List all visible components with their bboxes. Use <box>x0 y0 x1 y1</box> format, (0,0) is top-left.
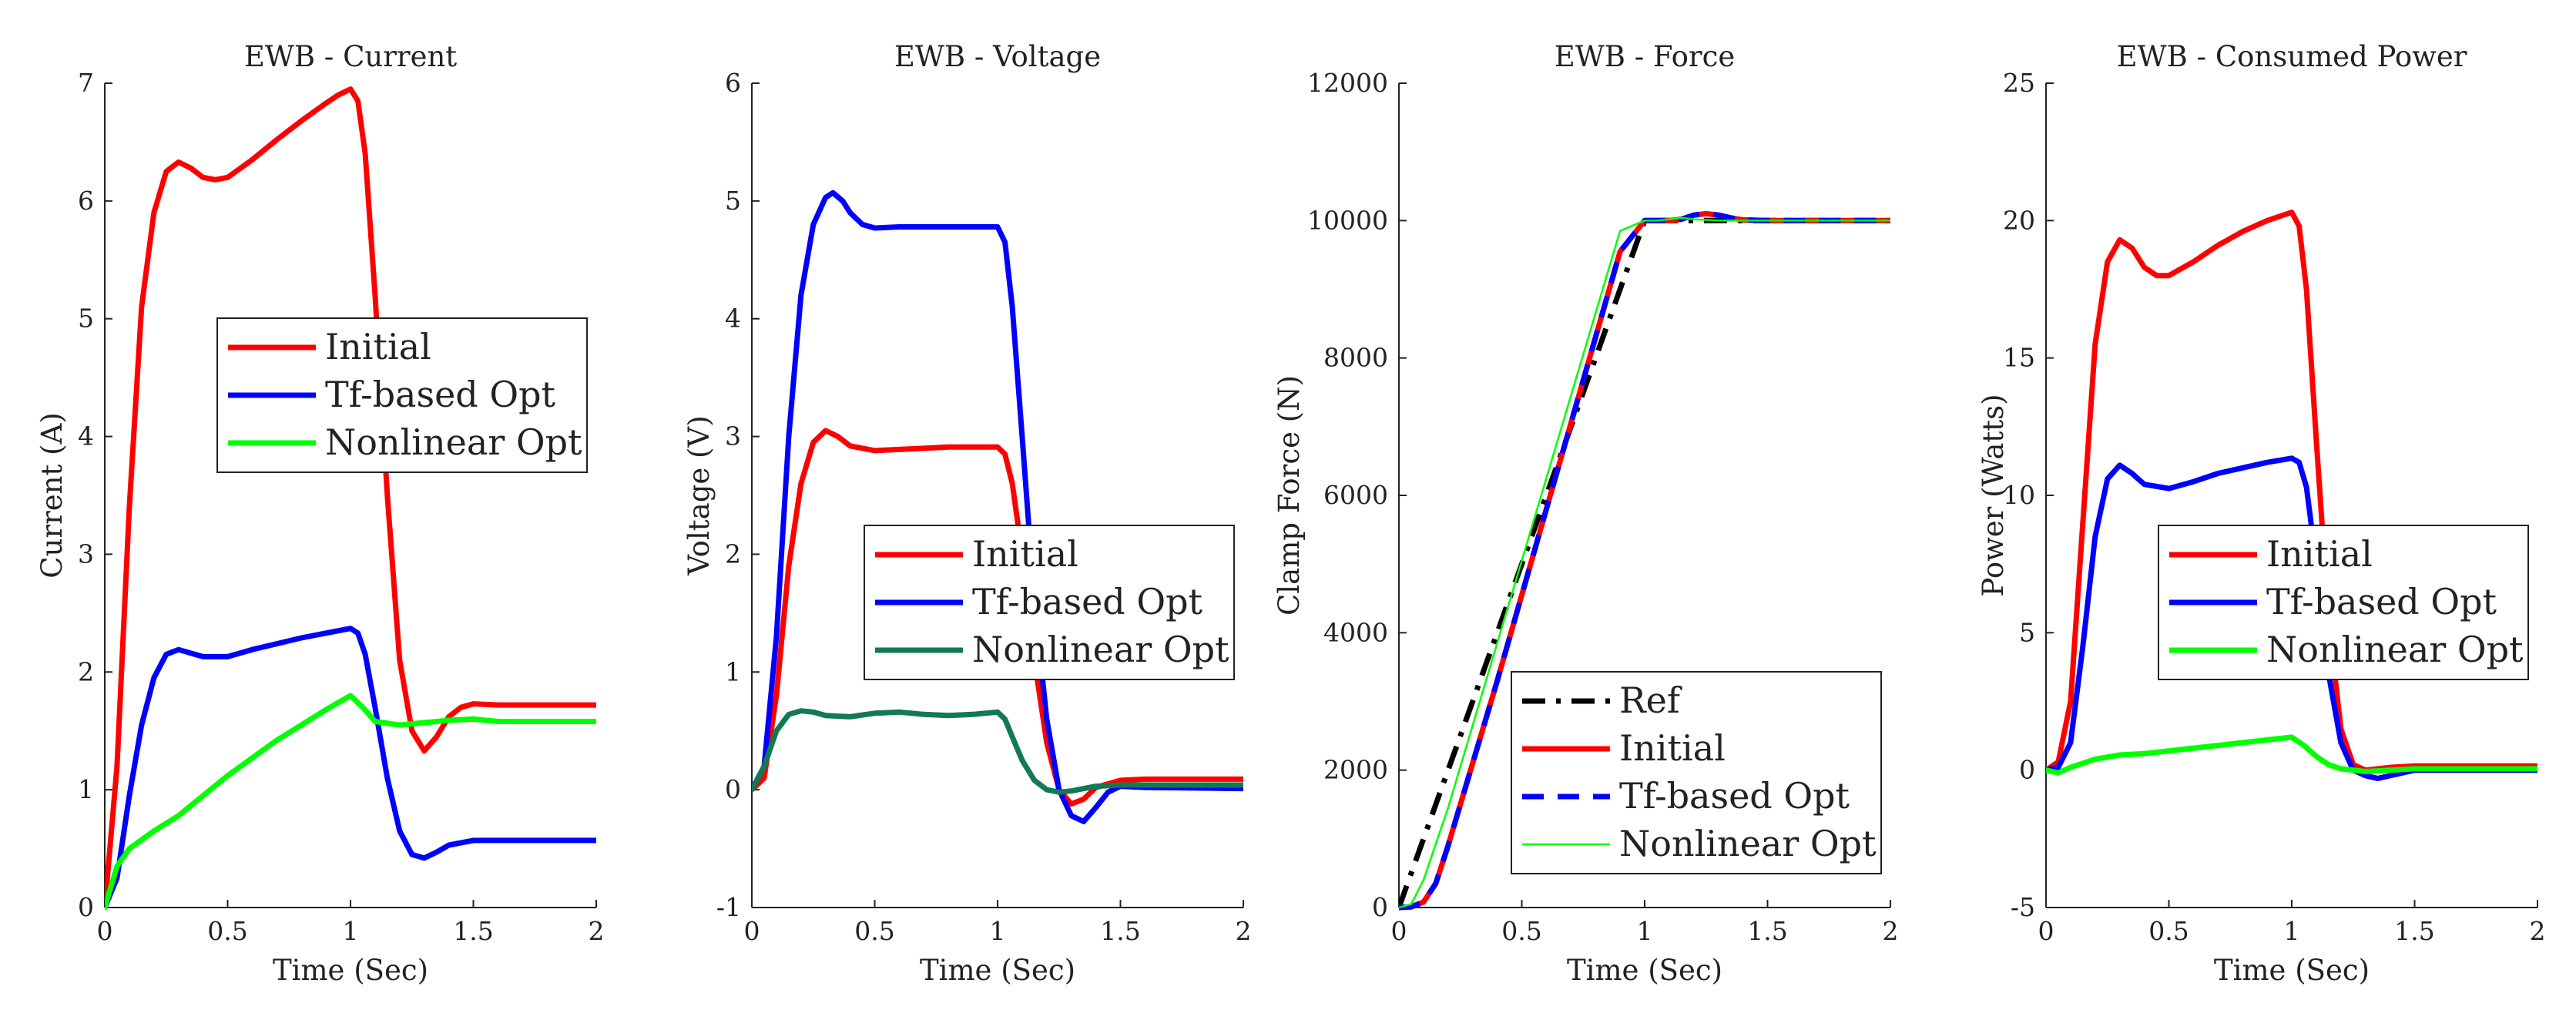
series-line-nonlinear-opt <box>752 708 1243 795</box>
x-tick-label: 1 <box>2284 916 2300 946</box>
series-line-tf-based-opt <box>105 626 596 911</box>
y-axis-label: Clamp Force (N) <box>1273 375 1306 616</box>
x-tick-label: 1 <box>343 916 359 946</box>
y-tick-label: 25 <box>2003 68 2035 98</box>
legend-label: Nonlinear Opt <box>2266 629 2524 670</box>
y-tick-label: 5 <box>725 186 741 216</box>
y-axis-label: Voltage (V) <box>683 415 716 575</box>
x-axis-label: Time (Sec) <box>1567 954 1722 987</box>
y-tick-label: 5 <box>2019 617 2035 647</box>
legend-label: Tf-based Opt <box>972 581 1203 622</box>
series-line-nonlinear-opt <box>1399 216 1890 909</box>
y-tick-label: 0 <box>725 774 741 804</box>
y-tick-label: 4 <box>725 304 741 334</box>
series-line-initial <box>105 86 596 911</box>
series-line-initial <box>2046 210 2537 773</box>
x-tick-label: 1.5 <box>2394 916 2434 946</box>
legend-label: Initial <box>325 326 431 367</box>
chart-panel-3: 0 0.5 1 1.5 2 0 2000 4000 6000 8000 10000 12000 EWB … <box>1273 40 1899 987</box>
legend-label: Nonlinear Opt <box>1619 823 1877 864</box>
series-line-tf-based-opt <box>752 190 1243 824</box>
y-tick-label: 7 <box>78 68 94 98</box>
legend: Ref Initial Tf-based Opt Nonlinear Opt <box>1511 671 1882 874</box>
chart-panel-1: 0 0.5 1 1.5 2 0 1 2 3 4 5 6 7 EWB - Current Time (Sec)… <box>35 40 605 987</box>
y-tick-label: -5 <box>2011 892 2035 922</box>
y-tick-label: 6 <box>78 186 94 216</box>
y-tick-label: 10 <box>2003 480 2035 510</box>
series-line-initial <box>752 428 1243 807</box>
y-tick-label: 2 <box>725 539 741 569</box>
x-tick-label: 1.5 <box>453 916 493 946</box>
y-tick-label: 4000 <box>1323 617 1388 647</box>
legend-label: Nonlinear Opt <box>325 421 582 463</box>
y-tick-label: 8000 <box>1323 343 1388 373</box>
y-tick-label: 4 <box>78 421 94 451</box>
x-tick-label: 0.5 <box>854 916 894 946</box>
y-tick-label: 15 <box>2003 343 2035 373</box>
x-tick-label: 0 <box>97 916 113 946</box>
x-tick-label: 0.5 <box>1501 916 1541 946</box>
legend-label: Initial <box>1619 727 1726 769</box>
series-line-nonlinear-opt <box>2046 734 2537 776</box>
x-tick-label: 2 <box>1236 916 1252 946</box>
x-axis-label: Time (Sec) <box>2214 954 2370 987</box>
legend: Initial Tf-based Opt Nonlinear Opt <box>216 317 588 473</box>
x-tick-label: 1 <box>990 916 1006 946</box>
y-tick-label: 1 <box>725 656 741 686</box>
y-tick-label: 6 <box>725 68 741 98</box>
series-line-nonlinear-opt <box>105 693 596 911</box>
y-tick-label: 5 <box>78 304 94 334</box>
legend-label: Nonlinear Opt <box>972 629 1229 670</box>
chart-title: EWB - Force <box>1555 40 1735 73</box>
y-tick-label: 0 <box>2019 755 2035 785</box>
y-tick-label: 20 <box>2003 205 2035 235</box>
legend: Initial Tf-based Opt Nonlinear Opt <box>2158 525 2529 680</box>
series-line-tf-based-opt <box>1399 210 1890 911</box>
x-tick-label: 2 <box>2530 916 2546 946</box>
legend: Initial Tf-based Opt Nonlinear Opt <box>864 525 1235 680</box>
y-tick-label: 2 <box>78 656 94 686</box>
y-axis-label: Power (Watts) <box>1977 394 2010 596</box>
y-tick-label: 2000 <box>1323 755 1388 785</box>
y-tick-label: 0 <box>78 892 94 922</box>
y-tick-label: 12000 <box>1307 68 1388 98</box>
x-tick-label: 1 <box>1637 916 1653 946</box>
x-tick-label: 0 <box>2038 916 2054 946</box>
x-tick-label: 1.5 <box>1747 916 1787 946</box>
legend-label: Ref <box>1619 679 1682 721</box>
y-tick-label: 10000 <box>1307 205 1388 235</box>
legend-label: Tf-based Opt <box>2266 581 2497 622</box>
x-tick-label: 0 <box>1391 916 1407 946</box>
legend-label: Tf-based Opt <box>325 374 556 415</box>
x-tick-label: 0.5 <box>2148 916 2189 946</box>
chart-title: EWB - Consumed Power <box>2117 40 2467 73</box>
chart-title: EWB - Voltage <box>894 40 1101 73</box>
y-tick-label: 1 <box>78 774 94 804</box>
series-line-tf-based-opt <box>2046 455 2537 781</box>
x-tick-label: 1.5 <box>1100 916 1140 946</box>
chart-title: EWB - Current <box>244 40 457 73</box>
legend-label: Tf-based Opt <box>1619 775 1850 817</box>
x-tick-label: 0.5 <box>207 916 247 946</box>
y-tick-label: 3 <box>725 421 741 451</box>
x-axis-label: Time (Sec) <box>273 954 428 987</box>
x-tick-label: 2 <box>1883 916 1899 946</box>
x-tick-label: 0 <box>744 916 760 946</box>
legend-label: Initial <box>2266 533 2373 575</box>
y-tick-label: 3 <box>78 539 94 569</box>
y-tick-label: 6000 <box>1323 480 1388 510</box>
y-tick-label: 0 <box>1372 892 1388 922</box>
y-tick-label: -1 <box>716 892 741 922</box>
x-tick-label: 2 <box>589 916 605 946</box>
legend-label: Initial <box>972 533 1078 575</box>
y-axis-label: Current (A) <box>35 412 69 578</box>
x-axis-label: Time (Sec) <box>920 954 1075 987</box>
legend-box <box>1511 671 1882 874</box>
